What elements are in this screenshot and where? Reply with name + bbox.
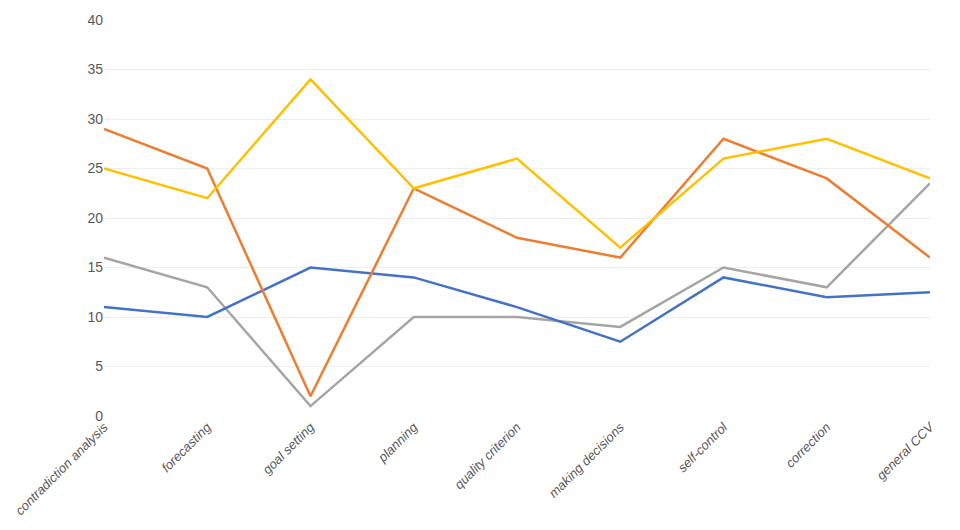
- svg-text:0: 0: [95, 408, 103, 424]
- svg-text:20: 20: [87, 210, 103, 226]
- svg-text:forecasting: forecasting: [158, 419, 214, 475]
- svg-text:10: 10: [87, 309, 103, 325]
- svg-text:40: 40: [87, 12, 103, 28]
- svg-text:self-control: self-control: [675, 419, 731, 475]
- svg-text:25: 25: [87, 160, 103, 176]
- svg-text:goal setting: goal setting: [260, 419, 318, 477]
- svg-text:15: 15: [87, 259, 103, 275]
- svg-text:making decisions: making decisions: [546, 419, 627, 500]
- svg-text:contradiction analysis: contradiction analysis: [12, 419, 111, 518]
- svg-text:general CCV: general CCV: [873, 419, 937, 483]
- svg-text:30: 30: [87, 111, 103, 127]
- svg-text:5: 5: [95, 358, 103, 374]
- svg-text:planning: planning: [374, 419, 421, 466]
- svg-text:correction: correction: [783, 420, 834, 471]
- svg-text:35: 35: [87, 61, 103, 77]
- svg-text:quality criterion: quality criterion: [451, 420, 523, 492]
